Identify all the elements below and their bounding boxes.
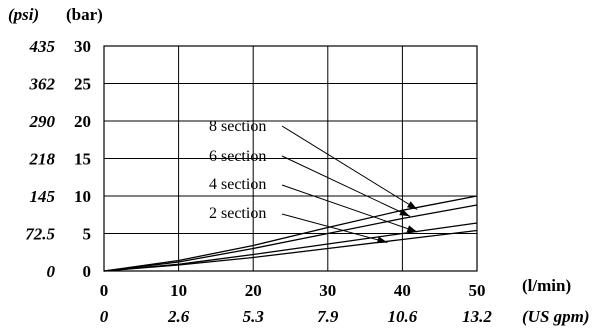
series-annotations: 8 section 6 section 4 section 2 section xyxy=(209,118,418,244)
series-line-4 xyxy=(103,229,478,272)
annotation-leader-3 xyxy=(281,184,418,233)
x-axis-label-gpm: (US gpm) xyxy=(522,307,590,326)
y-tick-bar-2: 10 xyxy=(74,187,91,206)
y-tick-psi-2: 145 xyxy=(30,187,56,206)
y-tick-bar-6: 30 xyxy=(74,37,91,56)
y-tick-bar-5: 25 xyxy=(74,75,91,94)
annotation-arrowhead-4 xyxy=(376,236,388,244)
axis-labels: 0 5 10 15 20 25 30 0 72.5 145 218 290 362 435 (psi) (ba… xyxy=(8,5,590,326)
annotation-arrowhead-2 xyxy=(399,208,410,217)
x-tick-lmin-2: 20 xyxy=(245,281,262,300)
x-tick-lmin-3: 30 xyxy=(319,281,336,300)
x-tick-lmin-5: 50 xyxy=(469,281,486,300)
y-tick-bar-3: 15 xyxy=(74,150,91,169)
x-tick-gpm-2: 5.3 xyxy=(243,307,265,326)
annotation-leader-4 xyxy=(281,213,388,243)
y-tick-psi-1: 72.5 xyxy=(25,225,55,244)
x-tick-gpm-0: 0 xyxy=(100,307,109,326)
y-axis-label-psi: (psi) xyxy=(8,5,39,24)
annotation-arrowhead-3 xyxy=(406,225,418,233)
annotation-label-1: 8 section xyxy=(209,118,266,135)
annotation-label-4: 2 section xyxy=(209,205,266,222)
annotation-label-2: 6 section xyxy=(209,148,266,165)
series-line-2 xyxy=(103,204,478,272)
annotation-arrowhead-1 xyxy=(406,201,418,210)
x-tick-gpm-4: 10.6 xyxy=(388,307,418,326)
annotation-leader-1 xyxy=(281,125,418,210)
x-tick-lmin-0: 0 xyxy=(100,281,109,300)
x-tick-gpm-3: 7.9 xyxy=(317,307,339,326)
y-tick-bar-1: 5 xyxy=(83,225,92,244)
y-tick-bar-4: 20 xyxy=(74,112,91,131)
y-tick-psi-3: 218 xyxy=(29,150,56,169)
x-tick-gpm-5: 13.2 xyxy=(462,307,492,326)
annotation-leader-2 xyxy=(281,155,411,217)
y-tick-psi-5: 362 xyxy=(29,75,56,94)
x-tick-lmin-1: 10 xyxy=(170,281,187,300)
y-tick-psi-6: 435 xyxy=(29,37,56,56)
plot-frame xyxy=(103,45,478,272)
annotation-label-3: 4 section xyxy=(209,176,266,193)
y-tick-psi-0: 0 xyxy=(47,262,56,281)
plot-border xyxy=(103,45,478,272)
y-tick-psi-4: 290 xyxy=(29,112,56,131)
y-axis-label-bar: (bar) xyxy=(66,5,103,24)
y-tick-bar-0: 0 xyxy=(83,262,92,281)
x-tick-lmin-4: 40 xyxy=(394,281,411,300)
x-axis-label-lmin: (l/min) xyxy=(522,276,571,295)
series-lines xyxy=(103,195,478,272)
x-tick-gpm-1: 2.6 xyxy=(167,307,190,326)
